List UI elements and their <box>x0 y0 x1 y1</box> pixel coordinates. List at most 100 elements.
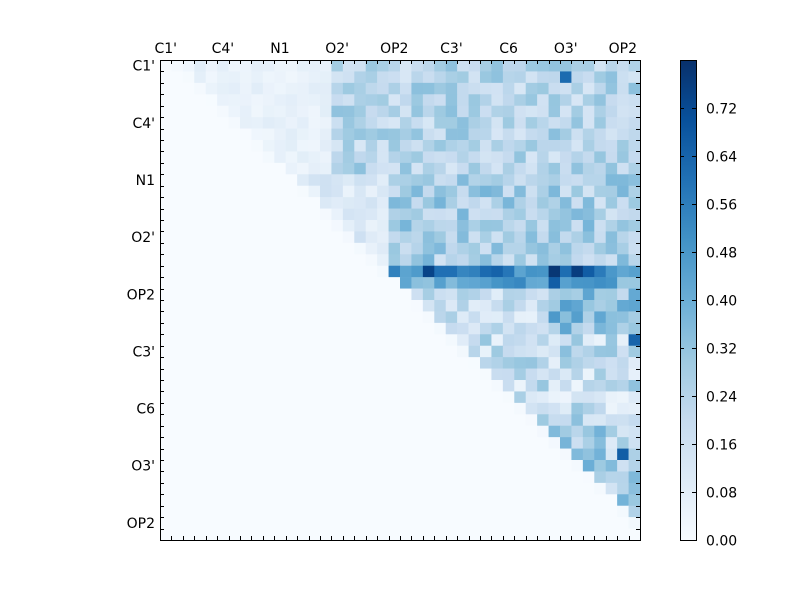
heatmap-cell <box>502 288 515 301</box>
heatmap-cell <box>560 174 572 187</box>
heatmap-cell <box>342 197 355 209</box>
heatmap-cell <box>228 494 241 507</box>
heatmap-cell <box>502 517 515 529</box>
heatmap-cell <box>251 345 264 358</box>
heatmap-cell <box>377 162 389 175</box>
heatmap-cell <box>274 517 287 529</box>
y-tick-label: N1 <box>136 173 155 189</box>
heatmap-cell <box>297 208 309 221</box>
heatmap-cell <box>217 288 229 301</box>
heatmap-cell <box>468 140 481 152</box>
heatmap-cell <box>468 105 481 118</box>
heatmap-cell <box>537 311 549 324</box>
heatmap-cell <box>182 300 195 312</box>
heatmap-cell <box>560 471 572 484</box>
heatmap-cell <box>605 254 618 267</box>
heatmap-cell <box>365 517 378 529</box>
heatmap-cell <box>457 517 469 529</box>
heatmap-cell <box>160 242 172 255</box>
heatmap-cell <box>217 322 229 335</box>
heatmap-cell <box>388 425 401 438</box>
heatmap-cell <box>182 425 195 438</box>
heatmap-cell <box>354 277 367 289</box>
heatmap-cell <box>525 505 538 518</box>
heatmap-cell <box>628 448 641 461</box>
heatmap-cell <box>274 505 287 518</box>
heatmap-cell <box>491 368 504 381</box>
heatmap-cell <box>514 231 527 244</box>
heatmap-cell <box>457 482 469 495</box>
heatmap-cell <box>411 494 424 507</box>
heatmap-cell <box>560 448 572 461</box>
heatmap-cell <box>422 357 435 369</box>
heatmap-cell <box>240 334 252 347</box>
heatmap-cell <box>468 414 481 427</box>
heatmap-cell <box>160 105 172 118</box>
heatmap-cell <box>217 174 229 187</box>
heatmap-cell <box>377 277 389 289</box>
heatmap-cell <box>548 197 561 209</box>
heatmap-cell <box>274 162 287 175</box>
heatmap-cell <box>502 242 515 255</box>
heatmap-cell <box>297 460 309 472</box>
heatmap-cell <box>160 94 172 107</box>
heatmap-cell <box>594 117 607 129</box>
heatmap-cell <box>354 528 367 541</box>
heatmap-cell <box>274 117 287 129</box>
heatmap-cell <box>480 254 492 267</box>
heatmap-cell <box>525 322 538 335</box>
heatmap-cell <box>331 208 344 221</box>
heatmap-cell <box>457 94 469 107</box>
heatmap-cell <box>434 414 447 427</box>
heatmap-cell <box>411 460 424 472</box>
heatmap-cell <box>308 254 321 267</box>
heatmap-cell <box>240 231 252 244</box>
heatmap-cell <box>285 128 298 141</box>
heatmap-cell <box>605 517 618 529</box>
heatmap-cell <box>480 197 492 209</box>
heatmap-cell <box>331 231 344 244</box>
heatmap-cell <box>217 517 229 529</box>
heatmap-cell <box>457 425 469 438</box>
y-tick-label: OP2 <box>127 516 155 532</box>
heatmap-cell <box>331 220 344 232</box>
heatmap-cell <box>228 391 241 404</box>
heatmap-cell <box>491 517 504 529</box>
heatmap-cell <box>605 197 618 209</box>
heatmap-cell <box>194 425 207 438</box>
heatmap-cell <box>217 105 229 118</box>
heatmap-cell <box>262 517 275 529</box>
heatmap-cell <box>182 60 195 72</box>
heatmap-cell <box>605 471 618 484</box>
heatmap-cell <box>354 311 367 324</box>
heatmap-cell <box>468 505 481 518</box>
heatmap-cell <box>480 517 492 529</box>
heatmap-cell <box>342 151 355 164</box>
heatmap-cell <box>205 345 218 358</box>
heatmap-cell <box>331 60 344 72</box>
heatmap-cell <box>514 345 527 358</box>
heatmap-cell <box>262 402 275 415</box>
heatmap-cell <box>582 345 595 358</box>
heatmap-cell <box>297 185 309 198</box>
heatmap-cell <box>400 391 412 404</box>
heatmap-cell <box>514 391 527 404</box>
heatmap-cell <box>514 402 527 415</box>
heatmap-cell <box>468 334 481 347</box>
heatmap-cell <box>434 425 447 438</box>
heatmap-cell <box>331 288 344 301</box>
heatmap-cell <box>171 197 184 209</box>
heatmap-cell <box>262 151 275 164</box>
heatmap-cell <box>171 482 184 495</box>
heatmap-cell <box>617 208 629 221</box>
heatmap-cell <box>194 494 207 507</box>
heatmap-cell <box>514 288 527 301</box>
heatmap-cell <box>560 517 572 529</box>
heatmap-cell <box>491 528 504 541</box>
heatmap-cell <box>160 60 172 72</box>
heatmap-cell <box>571 208 584 221</box>
heatmap-cell <box>422 517 435 529</box>
heatmap-cell <box>342 368 355 381</box>
heatmap-cell <box>285 460 298 472</box>
heatmap-cell <box>320 482 332 495</box>
